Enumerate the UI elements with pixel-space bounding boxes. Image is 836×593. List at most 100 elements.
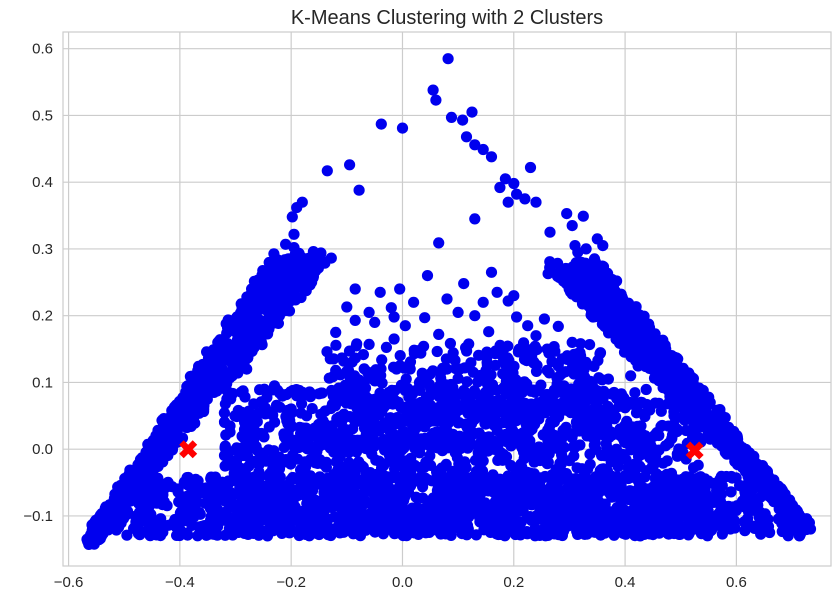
data-point [326,398,338,410]
data-point [160,477,172,490]
data-point [476,443,488,455]
data-point [335,512,347,524]
data-point [380,482,392,494]
data-point [484,404,496,416]
data-point [719,520,731,532]
data-point [369,422,381,434]
data-point [385,391,397,404]
data-point [219,398,231,410]
data-point [702,429,714,441]
data-point [251,444,263,456]
data-point [553,485,566,497]
data-point [321,165,333,177]
data-point [330,456,342,468]
data-point [324,430,336,442]
data-point [630,460,642,472]
data-point [718,420,730,432]
data-point [603,526,615,538]
data-point [448,521,460,533]
data-point [684,477,697,489]
data-point [90,514,102,527]
data-point [668,418,680,431]
data-point [209,524,221,537]
data-point [576,284,588,296]
data-point [511,491,523,503]
data-point [239,391,251,403]
data-point [149,456,161,468]
data-point [773,503,785,515]
data-point [577,410,589,422]
data-point [386,420,398,432]
data-point [593,486,605,499]
data-point [179,515,191,527]
data-point [566,353,578,365]
data-point [466,106,478,118]
data-point [408,347,420,360]
data-point [435,469,447,481]
data-point [586,286,598,298]
data-point [444,502,456,514]
data-point [443,387,455,399]
data-point [255,526,267,539]
data-point [414,462,427,474]
data-point [270,291,282,303]
data-point [689,496,702,509]
data-point [325,529,337,542]
data-point [635,420,647,432]
data-point [393,443,405,455]
data-point [415,440,427,453]
data-point [344,485,356,497]
data-point [347,383,359,395]
data-point [588,392,600,405]
data-point [324,496,336,508]
data-point [235,464,248,476]
data-point [233,318,245,330]
data-point [253,473,265,485]
data-point [342,391,354,403]
data-point [364,471,376,483]
data-point [607,449,619,461]
data-point [642,338,654,350]
data-point [579,520,591,533]
data-point [534,453,546,465]
data-point [412,528,424,541]
data-point [440,353,452,365]
data-point [462,508,474,520]
data-point [158,413,170,425]
data-point [597,516,609,528]
data-point [439,379,452,391]
data-point [278,441,290,453]
data-point [640,360,652,373]
data-point [208,345,220,357]
data-point [496,480,508,493]
data-point [489,359,502,371]
data-point [275,271,287,283]
data-point [522,425,534,437]
data-point [300,528,312,541]
data-point [425,382,437,394]
data-point [657,513,670,525]
data-point [251,489,263,501]
data-point [466,418,478,430]
data-point [504,509,516,521]
data-point [579,371,591,383]
data-point [219,529,231,541]
data-point [461,345,473,357]
data-point [353,490,365,502]
data-point [284,488,296,501]
data-point [618,346,631,358]
data-point [480,433,492,445]
data-point [344,159,356,171]
data-point [134,481,146,493]
data-point [399,528,412,541]
data-point [158,496,170,508]
data-point [560,425,573,437]
data-point [631,513,643,526]
data-point [720,442,733,454]
data-point [353,184,365,196]
data-point [459,456,471,468]
data-point [596,463,608,475]
data-point [151,518,163,530]
data-point [407,422,419,434]
data-point [352,500,364,512]
